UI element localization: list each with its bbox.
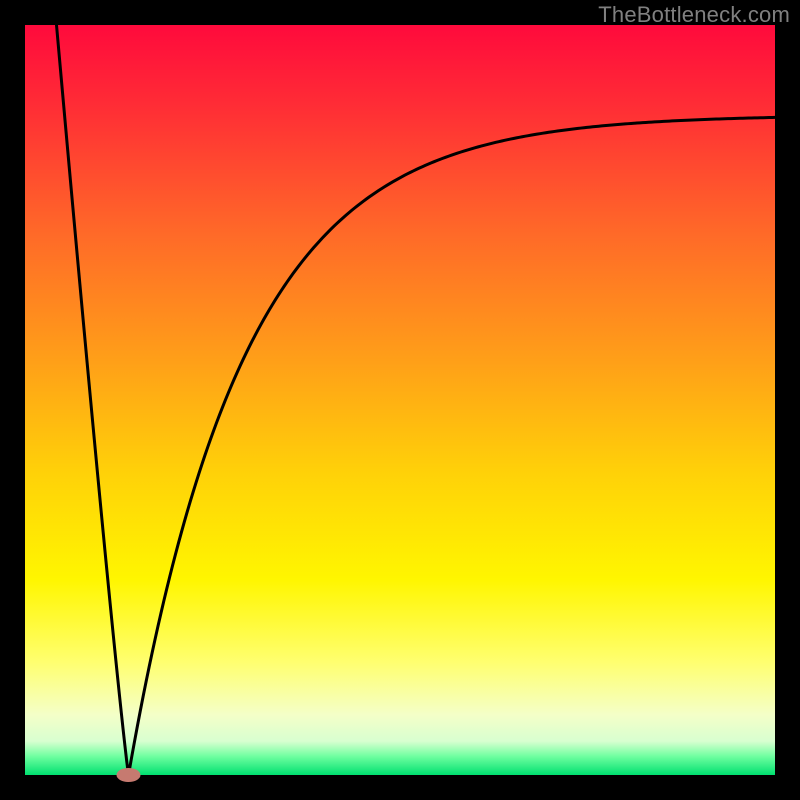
chart-svg [0,0,800,800]
chart-container: TheBottleneck.com [0,0,800,800]
watermark-text: TheBottleneck.com [598,2,790,28]
plot-background [25,25,775,775]
minimum-marker [117,768,141,782]
